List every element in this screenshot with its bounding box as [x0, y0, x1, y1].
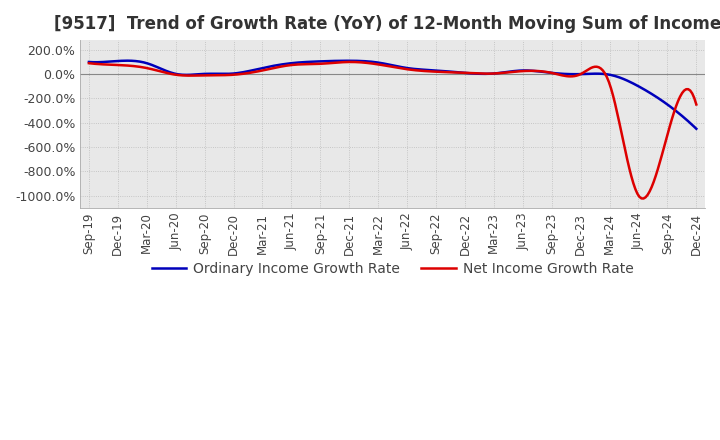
Net Income Growth Rate: [459, 70, 467, 75]
Net Income Growth Rate: [446, 70, 455, 75]
Ordinary Income Growth Rate: [598, 71, 607, 77]
Line: Ordinary Income Growth Rate: Ordinary Income Growth Rate: [89, 61, 696, 129]
Net Income Growth Rate: [449, 70, 457, 75]
Net Income Growth Rate: [637, 196, 646, 201]
Ordinary Income Growth Rate: [637, 85, 646, 91]
Ordinary Income Growth Rate: [446, 69, 455, 74]
Ordinary Income Growth Rate: [449, 69, 457, 74]
Net Income Growth Rate: [692, 102, 701, 107]
Title: [9517]  Trend of Growth Rate (YoY) of 12-Month Moving Sum of Incomes: [9517] Trend of Growth Rate (YoY) of 12-…: [54, 15, 720, 33]
Net Income Growth Rate: [86, 61, 95, 66]
Line: Net Income Growth Rate: Net Income Growth Rate: [89, 62, 696, 198]
Ordinary Income Growth Rate: [86, 59, 95, 65]
Net Income Growth Rate: [598, 68, 607, 73]
Net Income Growth Rate: [639, 196, 648, 201]
Net Income Growth Rate: [346, 59, 355, 65]
Legend: Ordinary Income Growth Rate, Net Income Growth Rate: Ordinary Income Growth Rate, Net Income …: [146, 256, 639, 281]
Ordinary Income Growth Rate: [459, 70, 467, 75]
Ordinary Income Growth Rate: [123, 58, 132, 63]
Net Income Growth Rate: [84, 61, 93, 66]
Ordinary Income Growth Rate: [692, 126, 701, 132]
Ordinary Income Growth Rate: [84, 59, 93, 65]
